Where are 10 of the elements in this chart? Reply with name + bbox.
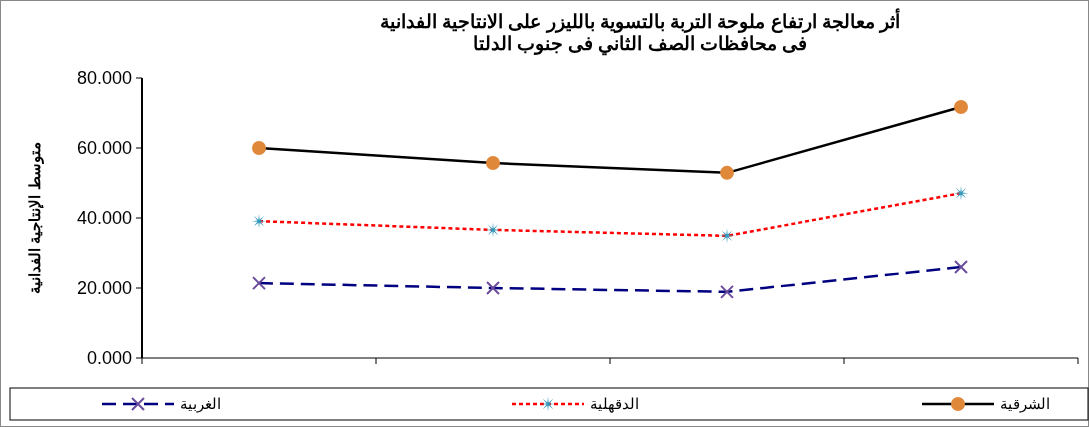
chart-title: أثر معالجة ارتفاع ملوحة التربة بالتسوية بالليزر على الانتاجية الفدانية فى محافظات الصف الثاني فى جنوب الدلتا (379, 8, 901, 56)
legend-label: الشرقية (1000, 395, 1050, 414)
y-tick-label: 20.000 (76, 278, 132, 299)
y-tick-label: 80.000 (76, 68, 132, 89)
y-axis-title: متوسط الإنتاجية الفدانية (26, 142, 44, 294)
y-tick-label: 40.000 (76, 208, 132, 229)
y-tick-label: 0.000 (86, 348, 132, 369)
y-tick-label: 60.000 (76, 138, 132, 159)
legend-label: الدقهلية (590, 395, 639, 414)
legend-label: الغربية (180, 395, 221, 414)
